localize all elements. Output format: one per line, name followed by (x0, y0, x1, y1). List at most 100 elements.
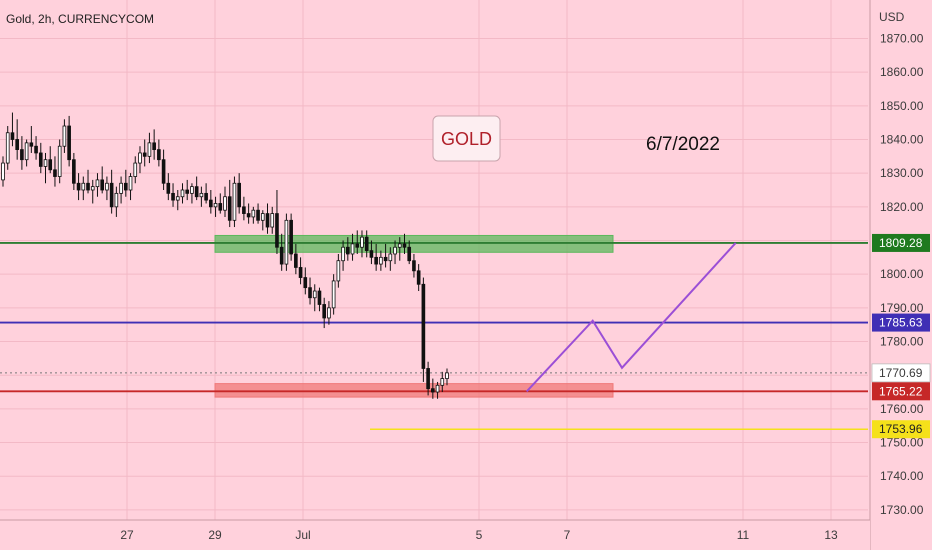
price-tick-label: 1760.00 (880, 402, 924, 416)
price-axis[interactable]: 1730.001740.001750.001760.001770.001780.… (869, 0, 932, 550)
price-tick-label: 1840.00 (880, 132, 924, 146)
candle (242, 196, 246, 221)
price-tick-label: 1820.00 (880, 200, 924, 214)
candle (34, 136, 38, 160)
candle (421, 277, 426, 382)
level-tag-target (872, 420, 930, 439)
candle-body (175, 196, 180, 201)
candle (223, 186, 227, 217)
price-tick-label: 1750.00 (880, 436, 924, 450)
title-badge-text: GOLD (441, 129, 492, 149)
candle (95, 173, 100, 197)
candle-body (29, 142, 34, 147)
candle (322, 297, 327, 329)
time-tick-label: Jul (295, 528, 310, 542)
candle-body (15, 139, 19, 150)
candle-body (341, 246, 345, 262)
candle (397, 237, 402, 261)
time-tick-label: 13 (824, 528, 838, 542)
candle (138, 146, 142, 174)
candle-body (5, 132, 10, 164)
candle (279, 233, 284, 271)
candle (209, 190, 213, 214)
candle (199, 186, 204, 207)
resistance-zone (214, 234, 614, 253)
candle-body (86, 182, 90, 191)
level-tag-label-resistance: 1809.28 (879, 236, 923, 250)
candle-body (445, 372, 449, 379)
candle (48, 146, 53, 174)
candle (232, 176, 237, 228)
candle-body (322, 304, 327, 319)
candle-body (364, 236, 369, 252)
time-axis-background (0, 520, 870, 550)
candle-body (90, 186, 95, 191)
candle-body (383, 256, 388, 262)
candle-body (360, 236, 364, 248)
candle (256, 203, 260, 224)
candle (175, 190, 180, 211)
candle-body (109, 182, 114, 208)
current-price-label: 1770.69 (879, 366, 923, 380)
candle-body (218, 203, 223, 211)
level-tag-label-support: 1765.22 (879, 384, 923, 398)
candle-body (256, 209, 260, 221)
price-tick-label: 1850.00 (880, 99, 924, 113)
candle-body (24, 142, 29, 161)
candle-body (157, 149, 161, 161)
candle (440, 371, 445, 393)
time-axis[interactable]: 2729Jul57111318 (0, 519, 932, 550)
candle (57, 139, 62, 184)
candle (426, 361, 430, 396)
candle-body (327, 307, 331, 319)
price-tick-label: 1740.00 (880, 469, 924, 483)
candle-body (379, 256, 383, 265)
candle-body (388, 253, 393, 262)
candle-body (223, 196, 227, 211)
candle (109, 169, 114, 214)
candle (369, 240, 374, 265)
candle-body (369, 250, 374, 258)
candle (289, 213, 293, 261)
candle (412, 253, 416, 278)
candle-body (298, 267, 303, 278)
candle (265, 203, 270, 234)
candle-body (345, 246, 350, 255)
candle (383, 243, 388, 268)
candle-body (294, 253, 298, 268)
candle (327, 301, 331, 325)
level-tag-label-pivot: 1785.63 (879, 316, 923, 330)
candle (355, 230, 360, 254)
time-tick-label: 11 (737, 528, 750, 542)
candle-body (81, 182, 86, 191)
candle-body (95, 179, 100, 188)
price-tick-label: 1780.00 (880, 335, 924, 349)
candle (251, 206, 256, 224)
candle-body (142, 152, 147, 157)
candle (388, 247, 393, 271)
price-tick-label: 1860.00 (880, 65, 924, 79)
candle (218, 193, 223, 214)
date-annotation: 6/7/2022 (646, 134, 720, 155)
candle-body (374, 256, 378, 265)
candle-body (199, 192, 204, 198)
candle-body (402, 243, 407, 248)
candle (119, 176, 123, 204)
candle (190, 183, 194, 204)
candle-body (232, 182, 237, 221)
candle (20, 136, 24, 170)
candle-body (279, 246, 284, 265)
candle (180, 183, 185, 204)
candle-body (119, 182, 123, 194)
candle (435, 381, 440, 399)
candle (345, 237, 350, 261)
candle-body (260, 213, 265, 221)
currency-label: USD (879, 10, 905, 24)
candle (402, 233, 407, 254)
candle-body (133, 162, 138, 177)
candle-body (270, 213, 275, 228)
time-tick-label: 7 (564, 528, 571, 542)
candle (171, 183, 175, 207)
